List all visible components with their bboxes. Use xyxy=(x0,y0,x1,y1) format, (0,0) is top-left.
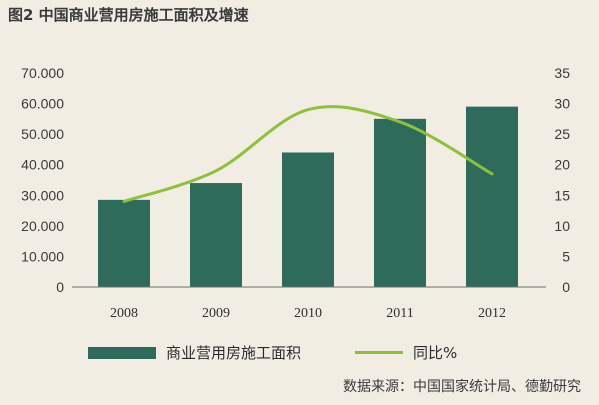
left-tick-label: 0 xyxy=(56,279,64,295)
legend-swatch-bar xyxy=(88,346,156,359)
right-axis: 0 5 10 15 20 25 30 35 xyxy=(554,65,570,295)
bar xyxy=(98,199,150,287)
legend-label-bar: 商业营用房施工面积 xyxy=(166,344,302,362)
x-tick-label: 2009 xyxy=(202,306,230,321)
right-tick-label: 30 xyxy=(554,96,570,112)
chart-title: 图2 中国商业营用房施工面积及增速 xyxy=(8,6,249,24)
left-tick-label: 30.000 xyxy=(21,187,64,203)
left-tick-label: 70.000 xyxy=(21,65,64,81)
line-series xyxy=(122,105,494,203)
legend-label-line: 同比% xyxy=(413,344,458,362)
legend-item-bar: 商业营用房施工面积 xyxy=(88,342,301,363)
x-tick-label: 2012 xyxy=(478,306,506,321)
x-tick-label: 2008 xyxy=(110,306,138,321)
bar xyxy=(466,106,518,287)
bar xyxy=(282,152,334,287)
left-tick-label: 20.000 xyxy=(21,218,64,234)
right-tick-label: 10 xyxy=(554,218,570,234)
bar xyxy=(190,183,242,287)
x-axis: 2008 2009 2010 2011 2012 xyxy=(110,306,506,321)
combo-chart: 0 10.000 20.000 30.000 40.000 50.000 60.000 70.… xyxy=(21,65,570,321)
bar-series xyxy=(98,106,518,287)
right-tick-label: 20 xyxy=(554,157,570,173)
left-tick-label: 60.000 xyxy=(21,96,64,112)
x-tick-label: 2010 xyxy=(294,306,322,321)
left-tick-label: 50.000 xyxy=(21,126,64,142)
source-note: 数据来源：中国国家统计局、德勤研究 xyxy=(343,379,581,395)
bar xyxy=(374,118,426,287)
right-tick-label: 15 xyxy=(554,187,570,203)
left-tick-label: 10.000 xyxy=(21,248,64,264)
legend: 商业营用房施工面积 同比% xyxy=(0,338,599,368)
left-axis: 0 10.000 20.000 30.000 40.000 50.000 60.000 70.… xyxy=(21,65,64,295)
left-tick-label: 40.000 xyxy=(21,157,64,173)
right-tick-label: 5 xyxy=(562,248,570,264)
legend-swatch-line xyxy=(355,351,403,354)
right-tick-label: 35 xyxy=(554,65,570,81)
x-tick-label: 2011 xyxy=(386,306,413,321)
legend-item-line: 同比% xyxy=(355,342,457,363)
right-tick-label: 0 xyxy=(562,279,570,295)
right-tick-label: 25 xyxy=(554,126,570,142)
